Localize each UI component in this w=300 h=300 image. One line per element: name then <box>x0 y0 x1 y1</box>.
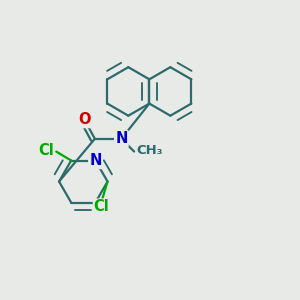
Text: CH₃: CH₃ <box>136 144 163 157</box>
Text: Cl: Cl <box>94 199 109 214</box>
Text: O: O <box>78 112 91 127</box>
Text: Cl: Cl <box>38 143 54 158</box>
Text: N: N <box>89 153 102 168</box>
Text: N: N <box>115 131 128 146</box>
